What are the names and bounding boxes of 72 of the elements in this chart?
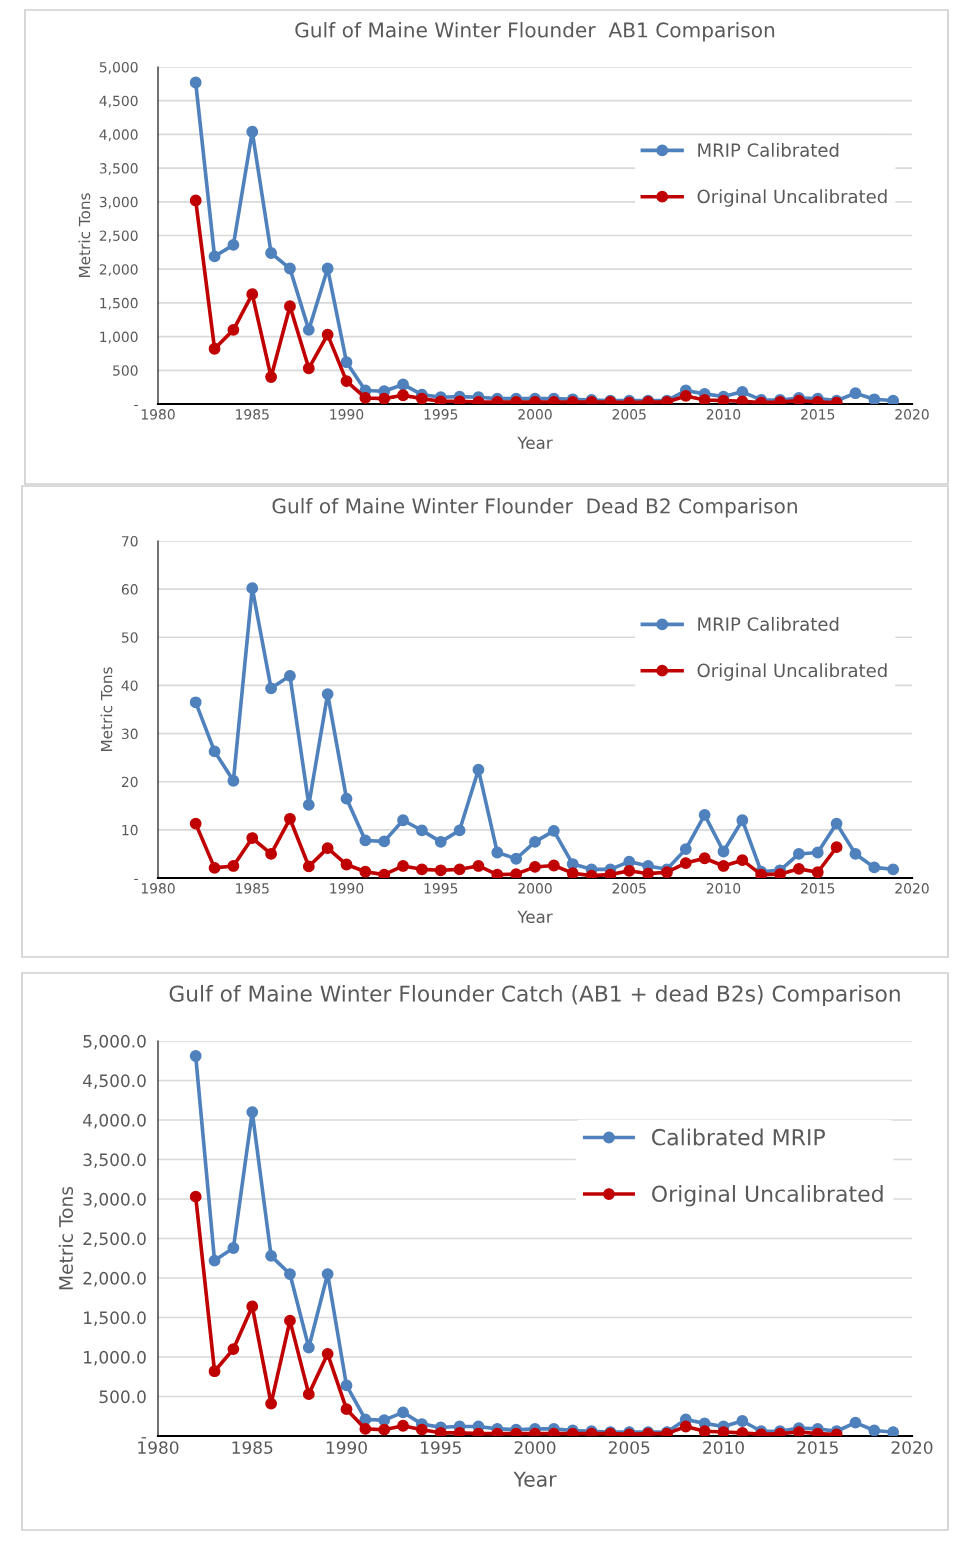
y-tick-label: 3,500.0 <box>83 1153 146 1168</box>
y-tick-label: 1,500.0 <box>84 1311 146 1326</box>
y-tick-label: 30 <box>121 728 138 740</box>
x-tick-label: 2005 <box>612 409 646 420</box>
x-tick-label: 1995 <box>421 1441 461 1454</box>
y-tick-label: 40 <box>121 680 138 691</box>
x-tick-label: 2000 <box>518 409 552 420</box>
x-tick-label: 1990 <box>330 883 364 894</box>
y-tick-label: 10 <box>122 824 138 836</box>
x-tick-label: 2010 <box>706 883 741 894</box>
y-tick-label: - <box>141 1437 147 1439</box>
x-tick-label: 2010 <box>706 409 741 420</box>
x-tick-label: 1985 <box>232 1441 273 1454</box>
y-tick-label: 60 <box>121 584 138 595</box>
y-tick-label: - <box>134 404 138 407</box>
x-tick-label: 1995 <box>424 409 458 420</box>
x-tick-label: 2015 <box>797 1441 838 1454</box>
chart-title: Gulf of Maine Winter Flounder AB1 Comparison <box>295 22 775 42</box>
y-tick-label: 4,000.0 <box>83 1113 146 1129</box>
x-tick-label: 2000 <box>514 1441 556 1454</box>
x-tick-label: 2020 <box>891 1441 933 1454</box>
x-tick-label: 2005 <box>612 883 646 894</box>
x-tick-label: 2020 <box>895 409 929 420</box>
y-tick-label: 5,000.0 <box>83 1034 146 1050</box>
x-tick-label: 1985 <box>236 883 269 894</box>
chart-title: Gulf of Maine Winter Flounder Dead B2 Comparison <box>272 498 797 518</box>
y-tick-label: 3,000 <box>99 196 138 209</box>
y-tick-label: 1,000.0 <box>84 1350 146 1366</box>
chart-title: Gulf of Maine Winter Flounder Catch (AB1 + dead B2s) Comparison <box>169 985 900 1007</box>
y-tick-label: 2,000 <box>99 264 138 277</box>
x-tick-label: 1990 <box>330 409 364 420</box>
y-tick-label: 50 <box>121 632 138 643</box>
x-tick-label: 1980 <box>138 1441 179 1454</box>
y-tick-label: 1,500 <box>100 297 138 310</box>
y-tick-label: 4,500.0 <box>83 1074 146 1089</box>
y-tick-label: 70 <box>122 535 138 547</box>
y-tick-label: 500.0 <box>99 1390 146 1404</box>
x-axis-title: Year <box>513 1471 557 1487</box>
legend-label: Original Uncalibrated <box>697 189 887 207</box>
y-tick-label: 1,000 <box>100 331 138 344</box>
legend-label: Original Uncalibrated <box>697 663 887 681</box>
legend-label: MRIP Calibrated <box>698 142 839 157</box>
y-tick-label: 20 <box>121 776 138 788</box>
x-tick-label: 1980 <box>141 883 175 894</box>
legend-label: Original Uncalibrated <box>652 1185 883 1207</box>
y-tick-label: 3,500 <box>99 163 138 175</box>
y-axis-title: Metric Tons <box>78 193 91 278</box>
x-tick-label: 2000 <box>518 883 552 894</box>
y-tick-label: 2,000.0 <box>83 1271 146 1287</box>
x-tick-label: 1980 <box>141 409 175 420</box>
x-tick-label: 2005 <box>608 1441 650 1454</box>
y-tick-label: 4,500 <box>99 95 138 108</box>
y-tick-label: 2,500.0 <box>83 1232 146 1247</box>
x-tick-label: 1990 <box>326 1441 367 1454</box>
y-tick-label: 3,000.0 <box>83 1192 146 1208</box>
y-tick-label: - <box>134 878 138 881</box>
legend-label: Calibrated MRIP <box>652 1128 825 1146</box>
y-tick-label: 5,000 <box>99 61 138 74</box>
x-tick-label: 2020 <box>895 883 929 894</box>
y-tick-label: 4,000 <box>99 129 138 142</box>
x-tick-label: 2010 <box>703 1441 744 1454</box>
legend-label: MRIP Calibrated <box>698 616 839 631</box>
y-tick-label: 2,500 <box>99 230 138 243</box>
x-tick-label: 2015 <box>801 409 835 420</box>
y-axis-title: Metric Tons <box>100 667 113 752</box>
x-tick-label: 1985 <box>236 409 269 420</box>
y-axis-title: Metric Tons <box>58 1186 74 1290</box>
x-tick-label: 1995 <box>424 883 458 894</box>
x-tick-label: 2015 <box>801 883 835 894</box>
y-tick-label: 500 <box>113 365 138 376</box>
x-axis-title: Year <box>517 910 553 924</box>
x-axis-title: Year <box>517 436 553 450</box>
